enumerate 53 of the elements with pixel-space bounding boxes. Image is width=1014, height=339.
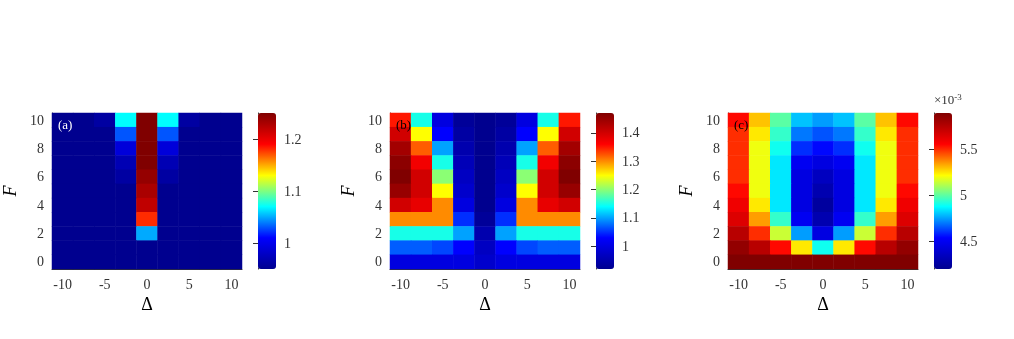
- x-tick-label: 0: [819, 276, 827, 292]
- y-tick-label: 2: [713, 226, 720, 242]
- x-axis-title: Δ: [141, 294, 153, 314]
- x-tick-label: -5: [774, 276, 787, 292]
- x-tick-label: 5: [523, 276, 531, 292]
- x-tick-label: -10: [729, 276, 748, 292]
- y-tick-label: 4: [713, 197, 720, 213]
- x-tick-label: -10: [391, 276, 410, 292]
- color-bar-label: 1.2: [622, 182, 640, 198]
- y-tick-label: 6: [713, 169, 720, 185]
- y-tick-label: 10: [30, 112, 44, 128]
- y-tick-label: 0: [37, 254, 44, 270]
- y-axis-title: F: [338, 184, 359, 198]
- y-tick-label: 10: [706, 112, 720, 128]
- color-bar-label: 1: [284, 235, 291, 251]
- y-tick-label: 4: [37, 197, 44, 213]
- x-tick-label: -10: [53, 276, 72, 292]
- y-tick-label: 8: [375, 140, 382, 156]
- annotation: (c): [734, 117, 749, 132]
- color-bar-label: 4.5: [960, 233, 978, 249]
- x-tick-label: 5: [185, 276, 193, 292]
- color-bar-label: 5: [960, 188, 967, 204]
- y-tick-label: 6: [37, 169, 44, 185]
- color-bar-label: 1.3: [622, 153, 640, 169]
- x-tick-label: 5: [861, 276, 869, 292]
- y-tick-label: 2: [375, 226, 382, 242]
- x-tick-label: -5: [436, 276, 449, 292]
- y-tick-label: 0: [713, 254, 720, 270]
- x-tick-label: 10: [562, 276, 577, 292]
- color-bar-label: 5.5: [960, 142, 978, 158]
- y-axis-title: F: [0, 184, 21, 198]
- x-axis-title: Δ: [817, 294, 829, 314]
- x-tick-label: -5: [98, 276, 111, 292]
- y-tick-label: 0: [375, 254, 382, 270]
- color-bar-label: 1.1: [284, 183, 302, 199]
- y-tick-label: 2: [37, 226, 44, 242]
- y-tick-label: 6: [375, 169, 382, 185]
- x-tick-label: 0: [481, 276, 489, 292]
- x-tick-label: 10: [224, 276, 239, 292]
- annotation: (b): [396, 117, 412, 132]
- y-tick-label: 4: [375, 197, 382, 213]
- x-tick-label: 10: [900, 276, 915, 292]
- y-tick-label: 8: [713, 140, 720, 156]
- color-bar-label: 1: [622, 238, 629, 254]
- color-bar-label: 1.2: [284, 131, 302, 147]
- annotation: (a): [58, 117, 73, 132]
- y-tick-label: 10: [368, 112, 382, 128]
- y-tick-label: 8: [37, 140, 44, 156]
- y-axis-title: F: [676, 184, 697, 198]
- color-bar-label: 1.1: [622, 210, 640, 226]
- color-bar-label: 1.4: [622, 125, 640, 141]
- x-tick-label: 0: [143, 276, 151, 292]
- x-axis-title: Δ: [479, 294, 491, 314]
